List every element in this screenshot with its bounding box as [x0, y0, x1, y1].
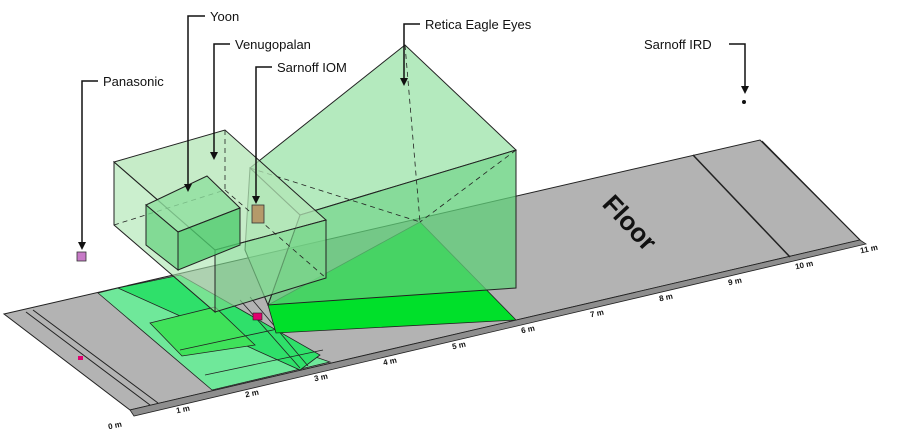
sarnoff-ird-device	[742, 100, 746, 104]
tick-0m: 0 m	[107, 420, 122, 432]
sarnoff-iom-box	[251, 204, 265, 224]
sarnoff-iom-device	[251, 204, 265, 224]
tick-1m: 1 m	[175, 404, 190, 416]
marker-pink-small	[78, 356, 83, 360]
venugopalan-leader	[213, 43, 230, 156]
tick-11m: 11 m	[859, 243, 878, 256]
tick-4m: 4 m	[382, 356, 397, 368]
label-panasonic: Panasonic	[103, 74, 164, 89]
distance-ticks: 0 m 1 m 2 m 3 m 4 m 5 m 6 m 7 m 8 m 9 m …	[107, 243, 878, 432]
tick-8m: 8 m	[658, 292, 673, 304]
retica-leader	[403, 23, 420, 82]
sarnoff-ird-leader	[729, 43, 746, 90]
panasonic-device	[76, 251, 87, 262]
panasonic-leader	[81, 80, 98, 246]
capture-mid-region	[149, 306, 256, 357]
tick-6m: 6 m	[520, 324, 535, 336]
tick-3m: 3 m	[313, 372, 328, 384]
marker-pink-floor	[252, 312, 263, 321]
yoon-left	[145, 203, 179, 272]
yoon-leader	[187, 15, 205, 188]
tick-9m: 9 m	[727, 276, 742, 288]
sarnoff-iom-leader	[255, 66, 272, 200]
yoon-volume	[145, 175, 241, 272]
callout-lines	[78, 15, 749, 250]
capture-area-near	[97, 274, 332, 391]
floor-side	[129, 239, 867, 417]
label-venugopalan: Venugopalan	[235, 37, 311, 52]
tick-10m: 10 m	[794, 259, 814, 272]
tick-5m: 5 m	[451, 340, 466, 352]
label-retica: Retica Eagle Eyes	[425, 17, 532, 32]
label-sarnoff-ird: Sarnoff IRD	[644, 37, 712, 52]
tick-2m: 2 m	[244, 388, 259, 400]
label-sarnoff-iom: Sarnoff IOM	[277, 60, 347, 75]
tick-7m: 7 m	[589, 308, 604, 320]
label-yoon: Yoon	[210, 9, 239, 24]
